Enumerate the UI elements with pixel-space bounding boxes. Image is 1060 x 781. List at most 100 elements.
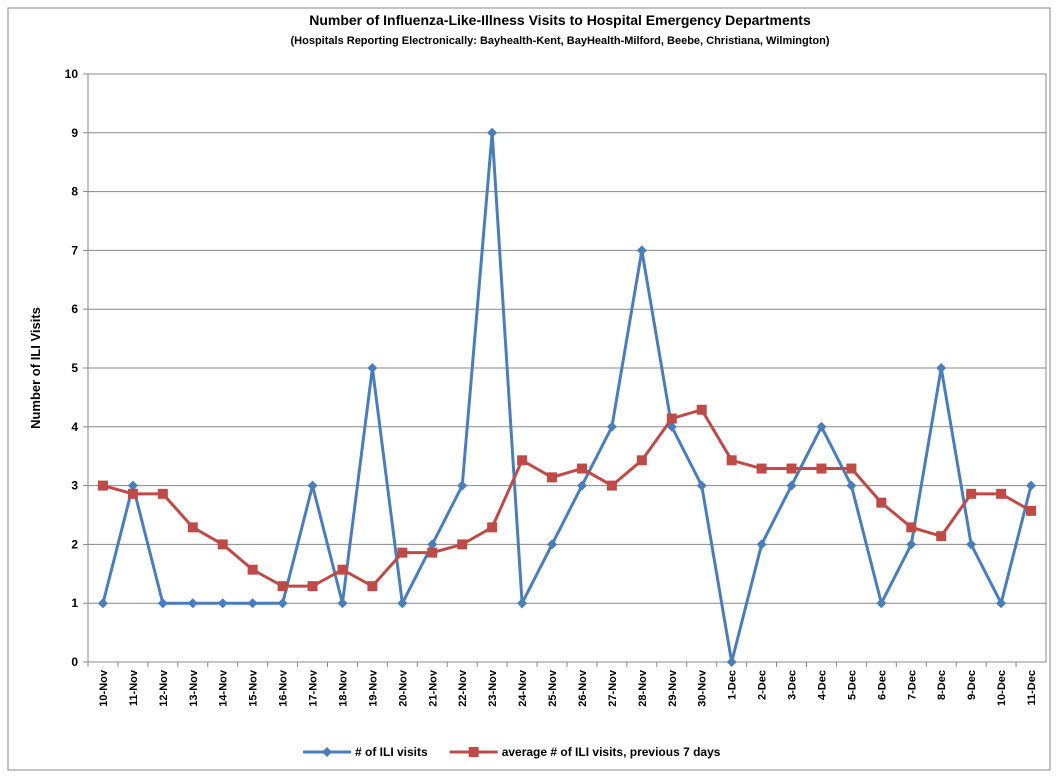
chart-border (7, 7, 1051, 771)
marker (277, 598, 288, 609)
marker (996, 598, 1007, 609)
x-tick-label: 9-Dec (966, 670, 978, 700)
x-tick-label: 23-Nov (487, 669, 499, 707)
x-tick-label: 26-Nov (577, 669, 589, 707)
marker (906, 522, 917, 533)
x-tick-label: 2-Dec (757, 670, 769, 700)
marker (427, 547, 438, 558)
marker (217, 539, 228, 550)
marker (547, 539, 558, 550)
x-tick-label: 18-Nov (337, 669, 349, 707)
marker (337, 564, 348, 575)
marker (487, 522, 498, 533)
marker (307, 480, 318, 491)
x-tick-label: 6-Dec (876, 670, 888, 700)
marker (966, 488, 977, 499)
marker (127, 480, 138, 491)
x-tick-label: 3-Dec (787, 670, 799, 700)
marker (247, 564, 258, 575)
marker (1026, 480, 1037, 491)
marker (157, 598, 168, 609)
x-tick-label: 17-Nov (308, 669, 320, 707)
marker (756, 463, 767, 474)
marker (367, 363, 378, 373)
marker (547, 472, 558, 483)
y-axis-label: Number of ILI Visits (28, 307, 43, 429)
marker (786, 463, 797, 474)
x-tick-label: 30-Nov (697, 669, 709, 707)
marker (157, 488, 168, 499)
legend-marker (322, 747, 332, 757)
y-tick-label: 7 (71, 243, 78, 257)
marker (187, 522, 198, 533)
x-tick-label: 27-Nov (607, 669, 619, 707)
x-tick-label: 13-Nov (188, 669, 200, 707)
y-tick-label: 9 (71, 126, 78, 140)
marker (846, 463, 857, 474)
marker (696, 480, 707, 491)
x-tick-label: 22-Nov (457, 669, 469, 707)
x-tick-label: 11-Dec (1026, 670, 1038, 705)
legend-label: # of ILI visits (355, 745, 428, 759)
y-tick-label: 1 (71, 596, 78, 610)
marker (397, 547, 408, 558)
marker (457, 480, 468, 491)
marker (786, 480, 797, 491)
marker (517, 598, 528, 609)
x-tick-label: 12-Nov (158, 669, 170, 707)
marker (307, 581, 318, 592)
x-tick-label: 10-Nov (98, 669, 110, 707)
x-tick-label: 25-Nov (547, 669, 559, 707)
legend-label: average # of ILI visits, previous 7 days (502, 745, 721, 759)
legend-marker (468, 747, 479, 757)
marker (397, 598, 408, 609)
y-tick-label: 0 (71, 655, 78, 669)
chart-subtitle: (Hospitals Reporting Electronically: Bay… (291, 35, 830, 47)
y-tick-label: 5 (71, 361, 78, 375)
x-tick-label: 24-Nov (517, 669, 529, 707)
x-tick-label: 4-Dec (816, 670, 828, 700)
marker (726, 455, 737, 466)
x-tick-label: 7-Dec (906, 670, 918, 700)
marker (517, 455, 528, 466)
y-tick-label: 10 (65, 67, 79, 81)
marker (966, 539, 977, 550)
marker (696, 404, 707, 415)
x-tick-label: 11-Nov (128, 669, 140, 706)
marker (936, 531, 947, 542)
x-tick-label: 28-Nov (637, 669, 649, 707)
x-tick-label: 16-Nov (278, 669, 290, 707)
marker (906, 539, 917, 550)
marker (217, 598, 228, 609)
x-tick-label: 14-Nov (218, 669, 230, 707)
x-tick-label: 20-Nov (397, 669, 409, 707)
marker (756, 539, 767, 550)
marker (97, 598, 108, 609)
marker (606, 421, 617, 432)
x-tick-label: 21-Nov (427, 669, 439, 707)
y-tick-label: 2 (71, 537, 78, 551)
y-tick-label: 8 (71, 185, 78, 199)
x-tick-label: 19-Nov (367, 669, 379, 707)
marker (846, 480, 857, 491)
marker (816, 463, 827, 474)
marker (277, 581, 288, 592)
x-tick-label: 8-Dec (936, 670, 948, 700)
marker (576, 480, 587, 491)
marker (996, 488, 1007, 499)
marker (367, 581, 378, 592)
marker (876, 598, 887, 609)
marker (636, 455, 647, 466)
marker (457, 539, 468, 550)
marker (726, 657, 737, 667)
marker (936, 363, 947, 373)
marker (576, 463, 587, 474)
marker (606, 480, 617, 491)
chart-title: Number of Influenza-Like-Illness Visits … (309, 12, 811, 28)
x-tick-label: 1-Dec (727, 670, 739, 700)
y-tick-label: 4 (71, 420, 78, 434)
marker (666, 413, 677, 424)
y-tick-label: 3 (71, 479, 78, 493)
marker (1026, 505, 1037, 516)
x-tick-label: 29-Nov (667, 669, 679, 707)
